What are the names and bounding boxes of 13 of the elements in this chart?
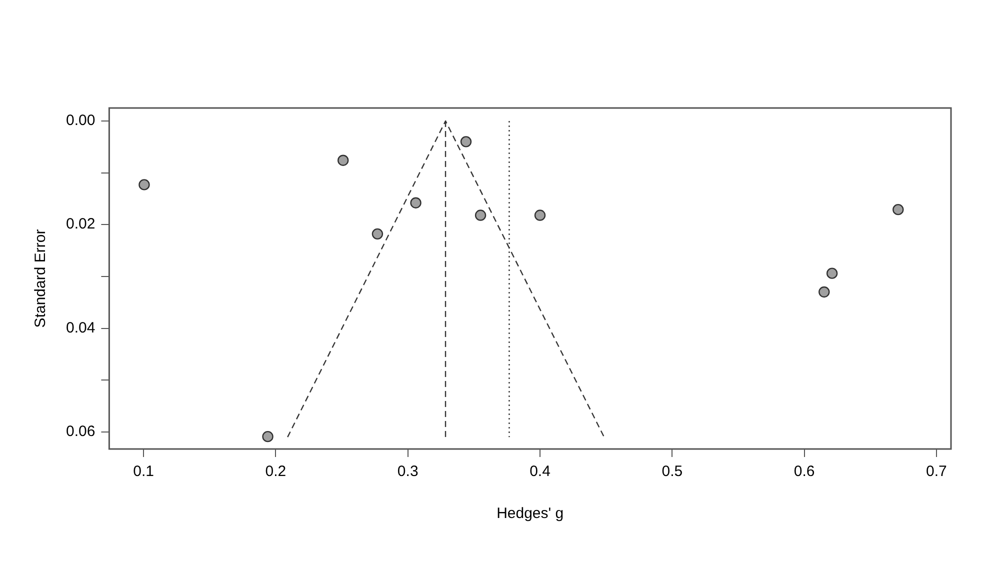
x-tick-label: 0.5 [662, 463, 683, 480]
y-tick-label: 0.02 [66, 216, 96, 233]
y-tick-label: 0.04 [66, 319, 96, 336]
x-axis-title: Hedges' g [496, 505, 564, 522]
y-tick-label: 0.00 [66, 112, 96, 130]
x-tick-label: 0.7 [926, 463, 947, 480]
x-tick-label: 0.3 [397, 463, 418, 480]
y-tick-label: 0.06 [66, 423, 96, 440]
x-tick-label: 0.4 [530, 463, 550, 480]
x-tick-label: 0.2 [265, 463, 286, 480]
x-tick-label: 0.6 [794, 463, 815, 480]
y-axis-title: Standard Error [32, 229, 50, 328]
x-tick-label: 0.1 [133, 463, 154, 480]
